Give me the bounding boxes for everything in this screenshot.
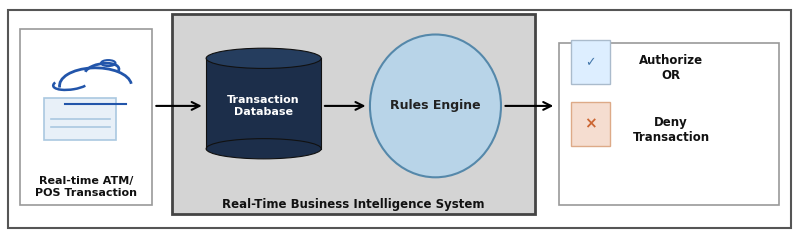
- Ellipse shape: [206, 139, 321, 159]
- FancyBboxPatch shape: [206, 58, 321, 149]
- Text: Authorize
OR: Authorize OR: [639, 54, 703, 82]
- FancyBboxPatch shape: [571, 40, 610, 84]
- FancyBboxPatch shape: [571, 102, 610, 146]
- Text: Rules Engine: Rules Engine: [390, 99, 481, 112]
- Text: Transaction
Database: Transaction Database: [228, 95, 300, 117]
- FancyBboxPatch shape: [172, 14, 535, 214]
- Text: ×: ×: [584, 117, 597, 132]
- FancyBboxPatch shape: [8, 10, 791, 228]
- FancyBboxPatch shape: [45, 98, 117, 140]
- Text: ✓: ✓: [585, 56, 596, 69]
- Text: Deny
Transaction: Deny Transaction: [633, 116, 710, 144]
- Text: Real-Time Business Intelligence System: Real-Time Business Intelligence System: [222, 198, 484, 211]
- FancyBboxPatch shape: [20, 29, 152, 205]
- Text: Real-time ATM/
POS Transaction: Real-time ATM/ POS Transaction: [35, 176, 137, 198]
- FancyBboxPatch shape: [559, 43, 779, 205]
- Ellipse shape: [206, 48, 321, 69]
- Ellipse shape: [370, 35, 501, 177]
